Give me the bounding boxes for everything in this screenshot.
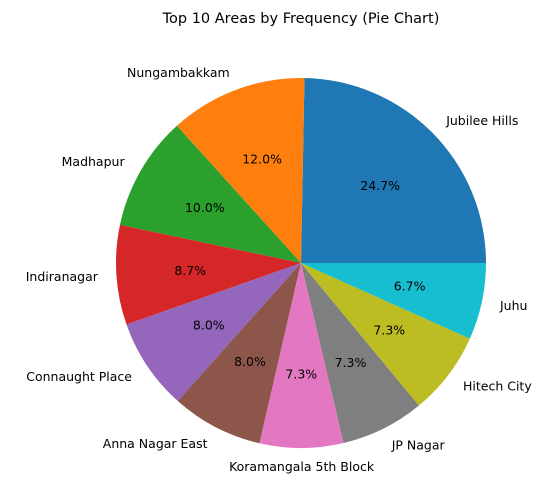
category-label-koramangala-5th-block: Koramangala 5th Block bbox=[229, 459, 375, 474]
percent-label-indiranagar: 8.7% bbox=[174, 263, 206, 278]
percent-label-anna-nagar-east: 8.0% bbox=[234, 354, 266, 369]
category-label-anna-nagar-east: Anna Nagar East bbox=[103, 436, 208, 451]
pie-slices bbox=[116, 78, 486, 448]
percent-label-nungambakkam: 12.0% bbox=[242, 152, 282, 167]
percent-label-hitech-city: 7.3% bbox=[373, 323, 405, 338]
category-label-hitech-city: Hitech City bbox=[463, 379, 532, 394]
percent-label-jp-nagar: 7.3% bbox=[335, 355, 367, 370]
category-label-connaught-place: Connaught Place bbox=[26, 369, 132, 384]
category-label-indiranagar: Indiranagar bbox=[26, 269, 99, 284]
category-label-nungambakkam: Nungambakkam bbox=[127, 65, 230, 80]
percent-label-connaught-place: 8.0% bbox=[193, 317, 225, 332]
percent-label-juhu: 6.7% bbox=[394, 279, 426, 294]
category-label-madhapur: Madhapur bbox=[62, 154, 126, 169]
pie-slice-jubilee-hills bbox=[301, 78, 486, 263]
category-label-jubilee-hills: Jubilee Hills bbox=[445, 113, 518, 128]
chart-title: Top 10 Areas by Frequency (Pie Chart) bbox=[162, 11, 440, 27]
category-label-juhu: Juhu bbox=[499, 298, 527, 313]
category-label-jp-nagar: JP Nagar bbox=[391, 438, 446, 453]
percent-label-jubilee-hills: 24.7% bbox=[360, 178, 400, 193]
percent-label-madhapur: 10.0% bbox=[185, 200, 225, 215]
percent-label-koramangala-5th-block: 7.3% bbox=[285, 367, 317, 382]
